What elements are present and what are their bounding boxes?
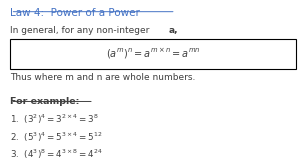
Text: In general, for any non-integer: In general, for any non-integer (10, 26, 153, 35)
Text: 1.  $(3^2)^4 = 3^{2\times4} = 3^8$: 1. $(3^2)^4 = 3^{2\times4} = 3^8$ (10, 113, 99, 126)
FancyBboxPatch shape (10, 39, 296, 69)
Text: 2.  $(5^3)^4 = 5^{3\times4} = 5^{12}$: 2. $(5^3)^4 = 5^{3\times4} = 5^{12}$ (10, 131, 103, 144)
Text: a,: a, (169, 26, 178, 35)
Text: $(a^m)^n = a^{m \times n} = a^{mn}$: $(a^m)^n = a^{m \times n} = a^{mn}$ (106, 47, 200, 61)
Text: Thus where m and n are whole numbers.: Thus where m and n are whole numbers. (10, 73, 196, 82)
Text: Law 4:  Power of a Power: Law 4: Power of a Power (10, 8, 140, 18)
Text: For example:: For example: (10, 97, 80, 106)
Text: 3.  $(4^3)^8 = 4^{3\times8} = 4^{24}$: 3. $(4^3)^8 = 4^{3\times8} = 4^{24}$ (10, 148, 103, 161)
